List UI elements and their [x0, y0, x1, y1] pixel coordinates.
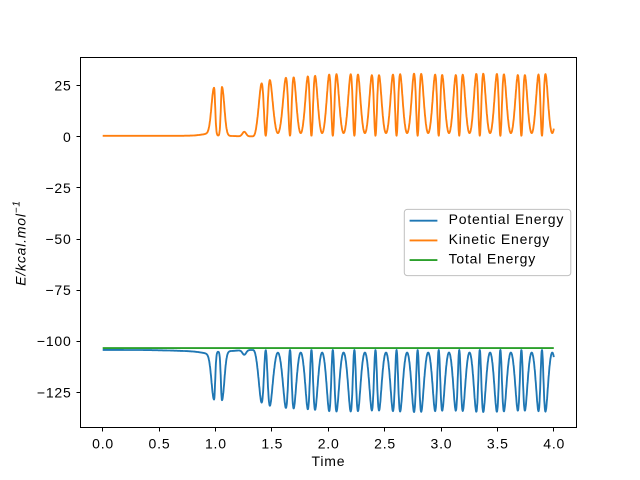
- svg-text:E/kcal.mol−1: E/kcal.mol−1: [12, 200, 29, 286]
- svg-text:Time: Time: [312, 453, 346, 469]
- svg-text:0: 0: [63, 129, 72, 145]
- svg-text:−100: −100: [37, 333, 72, 349]
- svg-text:3.5: 3.5: [487, 436, 509, 452]
- svg-text:Kinetic Energy: Kinetic Energy: [449, 231, 550, 247]
- svg-text:−75: −75: [45, 282, 71, 298]
- svg-text:−25: −25: [45, 180, 71, 196]
- svg-text:2.5: 2.5: [374, 436, 396, 452]
- svg-text:1.5: 1.5: [261, 436, 283, 452]
- svg-text:0.0: 0.0: [92, 436, 114, 452]
- svg-text:Total Energy: Total Energy: [449, 251, 536, 267]
- svg-text:3.0: 3.0: [431, 436, 453, 452]
- svg-text:1.0: 1.0: [205, 436, 227, 452]
- svg-text:4.0: 4.0: [543, 436, 565, 452]
- svg-text:−50: −50: [45, 231, 71, 247]
- svg-text:−125: −125: [37, 384, 72, 400]
- svg-text:25: 25: [54, 78, 71, 94]
- svg-text:2.0: 2.0: [318, 436, 340, 452]
- svg-text:Potential Energy: Potential Energy: [449, 211, 565, 227]
- svg-text:0.5: 0.5: [149, 436, 171, 452]
